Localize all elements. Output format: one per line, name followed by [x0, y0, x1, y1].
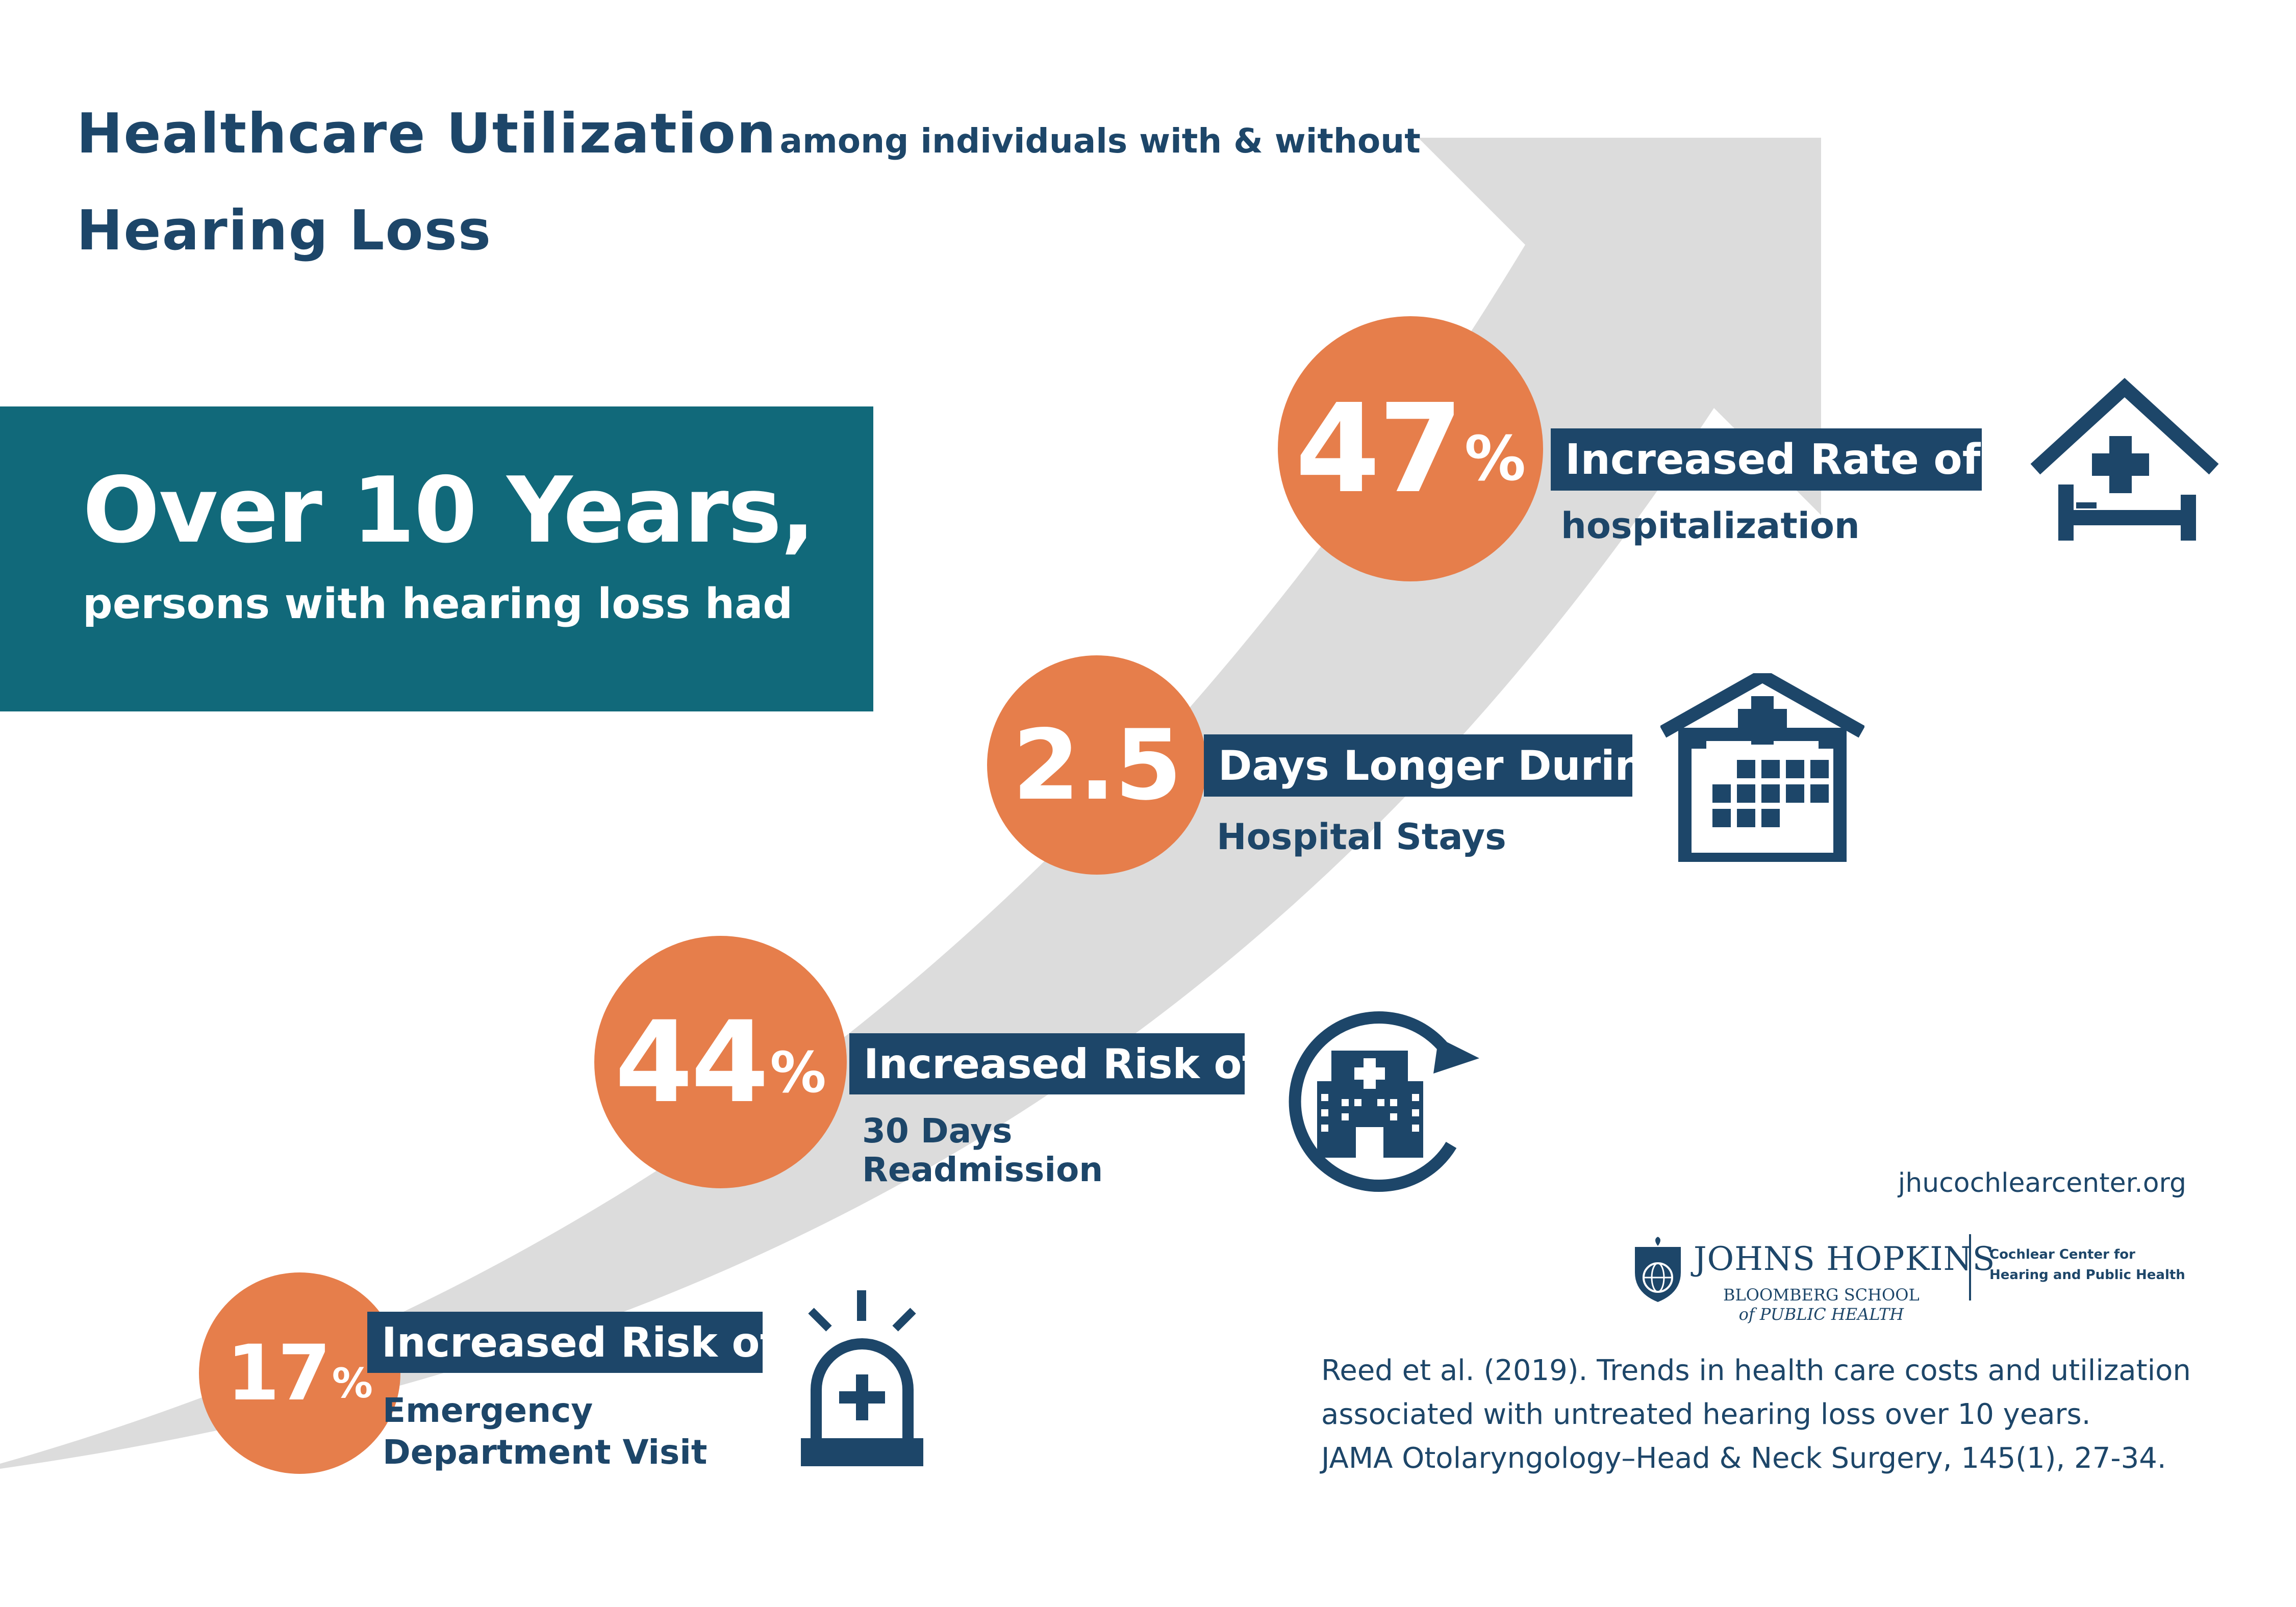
- stat-value: 44: [615, 997, 769, 1128]
- intro-headline: Over 10 Years,: [83, 457, 815, 563]
- stat-hospitalization-circle: 47%: [1278, 316, 1543, 581]
- stat-readmission-label: Increased Risk of: [849, 1033, 1259, 1094]
- stat-hospitalization-detail: hospitalization: [1561, 505, 1860, 547]
- citation: Reed et al. (2019). Trends in health car…: [1321, 1349, 2191, 1481]
- stat-suffix: %: [1464, 423, 1526, 495]
- stat-hospitalization-label: Increased Rate of: [1551, 428, 1982, 491]
- logo-school: BLOOMBERG SCHOOL of PUBLIC HEALTH: [1723, 1285, 1920, 1324]
- stat-emergency-label: Increased Risk of: [367, 1312, 777, 1373]
- stat-readmission-detail: 30 Days Readmission: [862, 1112, 1103, 1189]
- emergency-siren-icon: [801, 1290, 923, 1466]
- stat-readmission-circle: 44%: [594, 936, 847, 1188]
- citation-line3: JAMA Otolaryngology–Head & Neck Surgery,…: [1321, 1442, 2166, 1475]
- hospital-calendar-icon: [1660, 673, 1864, 862]
- logo-name: JOHNS HOPKINS: [1694, 1240, 1996, 1278]
- stat-hospital-stays-detail: Hospital Stays: [1217, 816, 1506, 858]
- johns-hopkins-logo: JOHNS HOPKINS BLOOMBERG SCHOOL of PUBLIC…: [1632, 1234, 2193, 1326]
- hospital-bed-icon: [2030, 378, 2219, 541]
- shield-globe-icon: [1635, 1237, 1681, 1302]
- stat-suffix: %: [332, 1360, 373, 1407]
- intro-box: Over 10 Years, persons with hearing loss…: [0, 406, 873, 711]
- stat-value: 47: [1295, 377, 1464, 520]
- logo-school-line2: of PUBLIC HEALTH: [1738, 1305, 1904, 1324]
- intro-subline: persons with hearing loss had: [83, 580, 793, 628]
- center-line2: Hearing and Public Health: [1989, 1267, 2185, 1283]
- stat-suffix: %: [770, 1039, 826, 1105]
- stat-emergency-circle: 17%: [199, 1272, 400, 1474]
- logo-divider: [1969, 1234, 1971, 1300]
- title-main: Healthcare Utilization: [77, 102, 777, 166]
- citation-line1: Reed et al. (2019). Trends in health car…: [1321, 1354, 2191, 1387]
- stat-emergency-detail: Emergency Department Visit: [383, 1390, 707, 1473]
- title-connector: among individuals with & without: [779, 121, 1421, 161]
- title-line2: Hearing Loss: [77, 199, 492, 263]
- citation-line2: associated with untreated hearing loss o…: [1321, 1398, 2091, 1431]
- stat-hospital-stays-circle: 2.5: [987, 655, 1206, 875]
- hospital-readmission-icon: [1289, 1011, 1479, 1192]
- stat-emergency-detail-line1: Emergency: [383, 1391, 593, 1430]
- stat-value: 2.5: [1012, 708, 1182, 822]
- center-line1: Cochlear Center for: [1989, 1247, 2135, 1262]
- stat-readmission-detail-line1: 30 Days: [862, 1111, 1013, 1151]
- stat-emergency-detail-line2: Department Visit: [383, 1433, 708, 1472]
- logo-school-line1: BLOOMBERG SCHOOL: [1723, 1285, 1920, 1305]
- stat-readmission-detail-line2: Readmission: [862, 1150, 1103, 1189]
- cochlear-center-name: Cochlear Center for Hearing and Public H…: [1989, 1244, 2185, 1285]
- stat-value: 17: [226, 1329, 331, 1418]
- stat-hospital-stays-label: Days Longer During: [1204, 734, 1673, 797]
- website-url[interactable]: jhucochlearcenter.org: [1898, 1168, 2186, 1198]
